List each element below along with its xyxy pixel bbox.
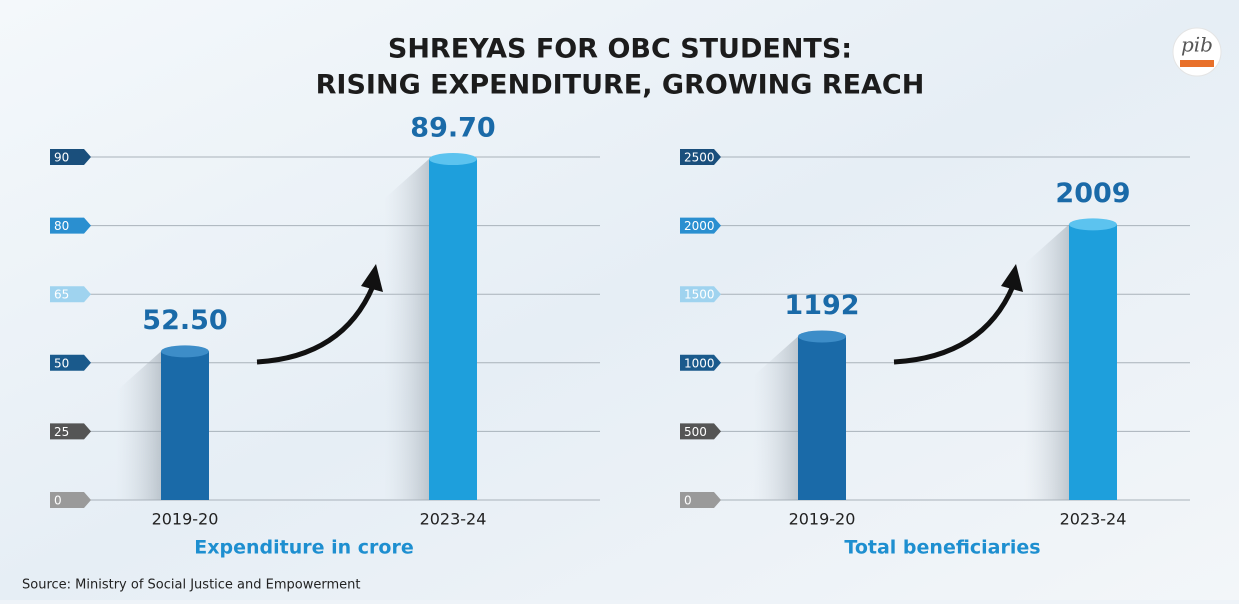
- tick-tab: [680, 492, 721, 508]
- bar-cap: [429, 153, 477, 166]
- logo-text: pib: [1181, 33, 1213, 57]
- y-tick-label: 65: [54, 288, 69, 302]
- y-tick-label: 90: [54, 151, 69, 165]
- bar-shadow: [384, 159, 429, 501]
- x-axis-label: Total beneficiaries: [844, 537, 1040, 559]
- bar-shadow: [1024, 224, 1069, 500]
- value-label: 52.50: [142, 305, 227, 336]
- title-line: RISING EXPENDITURE, GROWING REACH: [316, 70, 925, 101]
- bar-shadow: [116, 351, 161, 500]
- value-label: 1192: [784, 290, 859, 321]
- logo-band: [1180, 60, 1214, 67]
- tick-tab: [50, 149, 91, 165]
- tick-tab: [680, 217, 721, 234]
- bar-cap: [161, 345, 209, 358]
- bar: [161, 351, 209, 500]
- y-tick-label: 50: [54, 356, 69, 370]
- bar: [429, 159, 477, 501]
- y-tick-label: 500: [684, 425, 707, 439]
- x-tick-label: 2019-20: [789, 510, 856, 529]
- bar: [798, 336, 846, 500]
- tick-tab: [680, 423, 721, 440]
- y-tick-label: 1500: [684, 288, 715, 302]
- tick-tab: [50, 286, 91, 303]
- bar-cap: [798, 330, 846, 343]
- tick-tab: [50, 354, 91, 371]
- trend-arrow-head: [361, 264, 383, 292]
- tick-tab: [50, 423, 91, 440]
- tick-tab: [50, 217, 91, 234]
- x-tick-label: 2023-24: [420, 510, 487, 529]
- bar: [1069, 224, 1117, 500]
- bar-shadow: [753, 336, 798, 500]
- x-axis-label: Expenditure in crore: [194, 537, 413, 559]
- tick-tab: [50, 492, 91, 508]
- trend-arrow: [893, 285, 1016, 365]
- y-tick-label: 2500: [684, 151, 715, 165]
- x-tick-label: 2019-20: [152, 510, 219, 529]
- x-tick-label: 2023-24: [1060, 510, 1127, 529]
- y-tick-label: 25: [54, 425, 69, 439]
- trend-arrow-head: [1001, 264, 1023, 292]
- y-tick-label: 1000: [684, 356, 715, 370]
- trend-arrow: [256, 285, 376, 365]
- tick-tab: [680, 286, 721, 303]
- value-label: 89.70: [410, 113, 495, 144]
- title-line: SHREYAS FOR OBC STUDENTS:: [388, 34, 852, 65]
- y-tick-label: 80: [54, 219, 69, 233]
- source: Source: Ministry of Social Justice and E…: [22, 578, 360, 593]
- y-tick-label: 0: [684, 494, 692, 508]
- bar-cap: [1069, 218, 1117, 231]
- y-tick-label: 2000: [684, 219, 715, 233]
- tick-tab: [680, 149, 721, 165]
- tick-tab: [680, 354, 721, 371]
- value-label: 2009: [1055, 178, 1130, 209]
- y-tick-label: 0: [54, 494, 62, 508]
